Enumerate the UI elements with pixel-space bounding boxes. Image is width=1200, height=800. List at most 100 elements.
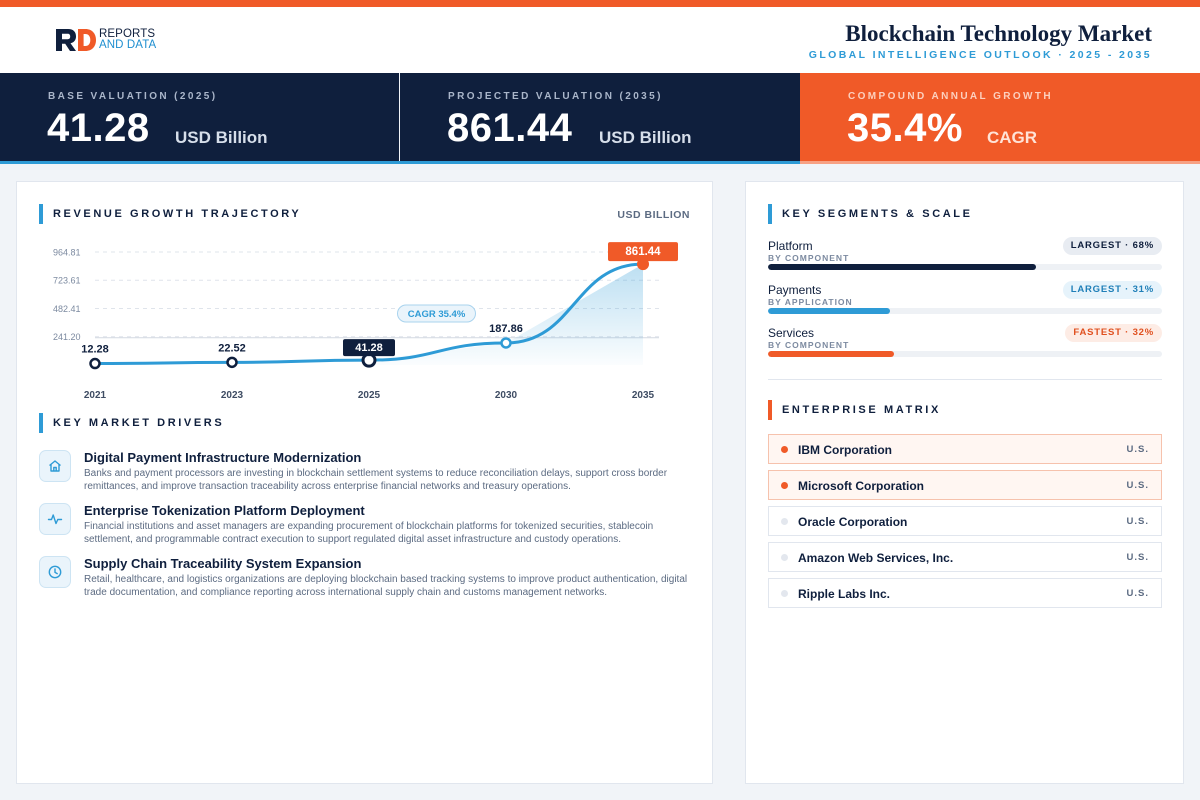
segment-category: BY COMPONENT (768, 340, 850, 350)
page-title: Blockchain Technology Market (845, 21, 1152, 46)
segment-name: Payments (768, 283, 822, 297)
segment-payments: Payments BY APPLICATION LARGEST · 31% (768, 281, 1162, 323)
kpi-unit: USD Billion (599, 128, 692, 147)
growth-section-header: REVENUE GROWTH TRAJECTORY (39, 204, 301, 224)
kpi-unit: CAGR (987, 128, 1038, 147)
section-accent-bar (768, 400, 772, 420)
section-divider (768, 379, 1162, 380)
segment-badge: LARGEST · 68% (1062, 237, 1162, 255)
driver-description: Retail, healthcare, and logistics organi… (84, 574, 688, 598)
matrix-row[interactable]: Oracle Corporation U.S. (768, 506, 1162, 536)
kpi-base-valuation: BASE VALUATION (2025) 41.28 USD Billion (0, 73, 399, 164)
matrix-section-title: ENTERPRISE MATRIX (782, 404, 941, 416)
company-name: Microsoft Corporation (798, 479, 924, 493)
header: REPORTS AND DATA Blockchain Technology M… (0, 7, 1200, 73)
revenue-growth-chart: 241.20 482.41 723.61 964.81 CAGR 35.4% 12.28 2… (53, 242, 678, 401)
kpi-projected-valuation: PROJECTED VALUATION (2035) 861.44 USD Bi… (400, 73, 800, 164)
value-label: 861.44 (625, 246, 661, 258)
drivers-section-title: KEY MARKET DRIVERS (53, 417, 225, 429)
x-tick-label: 2030 (495, 390, 518, 401)
segments-matrix-card: KEY SEGMENTS & SCALE Platform BY COMPONE… (745, 181, 1184, 784)
brand-line-2: AND DATA (99, 39, 157, 51)
segments-section-title: KEY SEGMENTS & SCALE (782, 208, 973, 220)
value-label: 187.86 (489, 323, 523, 335)
x-tick-label: 2023 (221, 390, 244, 401)
x-tick-label: 2035 (632, 390, 655, 401)
segment-category: BY COMPONENT (768, 253, 850, 263)
section-accent-bar (39, 204, 43, 224)
driver-description: Banks and payment processors are investi… (84, 468, 668, 492)
value-label: 41.28 (355, 342, 383, 354)
section-accent-bar (39, 413, 43, 433)
segment-bar-fill (768, 264, 1036, 270)
status-dot (781, 590, 788, 597)
brand-wordmark: REPORTS AND DATA (99, 28, 157, 51)
kpi-value: 861.44 (447, 106, 573, 150)
growth-section-title: REVENUE GROWTH TRAJECTORY (53, 208, 302, 220)
page-subtitle: GLOBAL INTELLIGENCE OUTLOOK · 2025 - 203… (808, 49, 1152, 61)
area-fill (369, 264, 643, 365)
pulse-icon (39, 503, 71, 535)
company-name: Amazon Web Services, Inc. (798, 551, 954, 565)
kpi-value: 41.28 (47, 106, 150, 150)
company-country: U.S. (1126, 516, 1149, 527)
driver-description: Financial institutions and asset manager… (84, 521, 654, 545)
drivers-section-header: KEY MARKET DRIVERS (39, 413, 224, 433)
x-tick-label: 2025 (358, 390, 381, 401)
data-point (226, 356, 238, 369)
company-country: U.S. (1126, 552, 1149, 563)
brand-logo[interactable]: REPORTS AND DATA (55, 28, 156, 52)
value-label-bg (343, 339, 395, 357)
driver-title: Enterprise Tokenization Platform Deploym… (84, 503, 365, 518)
data-point (89, 357, 101, 370)
segment-bar-track (768, 308, 1162, 314)
value-label-bg (608, 242, 678, 262)
matrix-row[interactable]: IBM Corporation U.S. (768, 434, 1162, 464)
driver-title: Digital Payment Infrastructure Moderniza… (84, 450, 362, 465)
y-tick-label: 723.61 (53, 276, 81, 286)
segment-category: BY APPLICATION (768, 297, 853, 307)
y-tick-label: 964.81 (53, 247, 81, 257)
status-dot (781, 482, 788, 489)
kpi-unit: USD Billion (175, 128, 268, 147)
data-point-end (637, 258, 649, 271)
driver-title: Supply Chain Traceability System Expansi… (84, 556, 362, 571)
matrix-row[interactable]: Ripple Labs Inc. U.S. (768, 578, 1162, 608)
company-country: U.S. (1126, 588, 1149, 599)
kpi-underline-accent (800, 161, 1200, 164)
data-point (500, 337, 512, 349)
kpi-label: COMPOUND ANNUAL GROWTH (848, 91, 1054, 102)
kpi-value: 35.4% (847, 106, 963, 150)
value-label: 22.52 (218, 342, 246, 354)
chart-unit-label: USD BILLION (617, 209, 690, 221)
growth-drivers-card: REVENUE GROWTH TRAJECTORY USD BILLION 24… (16, 181, 713, 784)
segment-bar-fill (768, 351, 895, 357)
segment-name: Platform (768, 239, 813, 253)
brand-line-1: REPORTS (99, 28, 156, 40)
kpi-cagr: COMPOUND ANNUAL GROWTH 35.4% CAGR (800, 73, 1200, 164)
driver-item: Enterprise Tokenization Platform Deploym… (39, 503, 679, 551)
matrix-row[interactable]: Microsoft Corporation U.S. (768, 470, 1162, 500)
section-accent-bar (768, 204, 772, 224)
series-line (93, 262, 645, 366)
matrix-row[interactable]: Amazon Web Services, Inc. U.S. (768, 542, 1162, 572)
company-name: Ripple Labs Inc. (798, 587, 891, 601)
cagr-badge-label: CAGR 35.4% (408, 309, 466, 320)
matrix-section-header: ENTERPRISE MATRIX (768, 400, 941, 420)
segment-badge: FASTEST · 32% (1065, 324, 1162, 342)
status-dot (781, 554, 788, 561)
driver-item: Supply Chain Traceability System Expansi… (39, 556, 687, 604)
y-tick-label: 241.20 (53, 332, 81, 342)
driver-item: Digital Payment Infrastructure Moderniza… (39, 450, 679, 498)
status-dot (781, 518, 788, 525)
kpi-label: BASE VALUATION (2025) (48, 91, 218, 102)
top-accent-stripe (0, 0, 1200, 7)
y-tick-label: 482.41 (53, 304, 81, 314)
value-label: 12.28 (81, 344, 109, 356)
status-dot (781, 446, 788, 453)
segment-platform: Platform BY COMPONENT LARGEST · 68% (768, 237, 1162, 279)
kpi-label: PROJECTED VALUATION (2035) (448, 91, 663, 102)
kpi-underline (0, 161, 800, 164)
segments-section-header: KEY SEGMENTS & SCALE (768, 204, 973, 224)
segment-bar-track (768, 264, 1162, 270)
